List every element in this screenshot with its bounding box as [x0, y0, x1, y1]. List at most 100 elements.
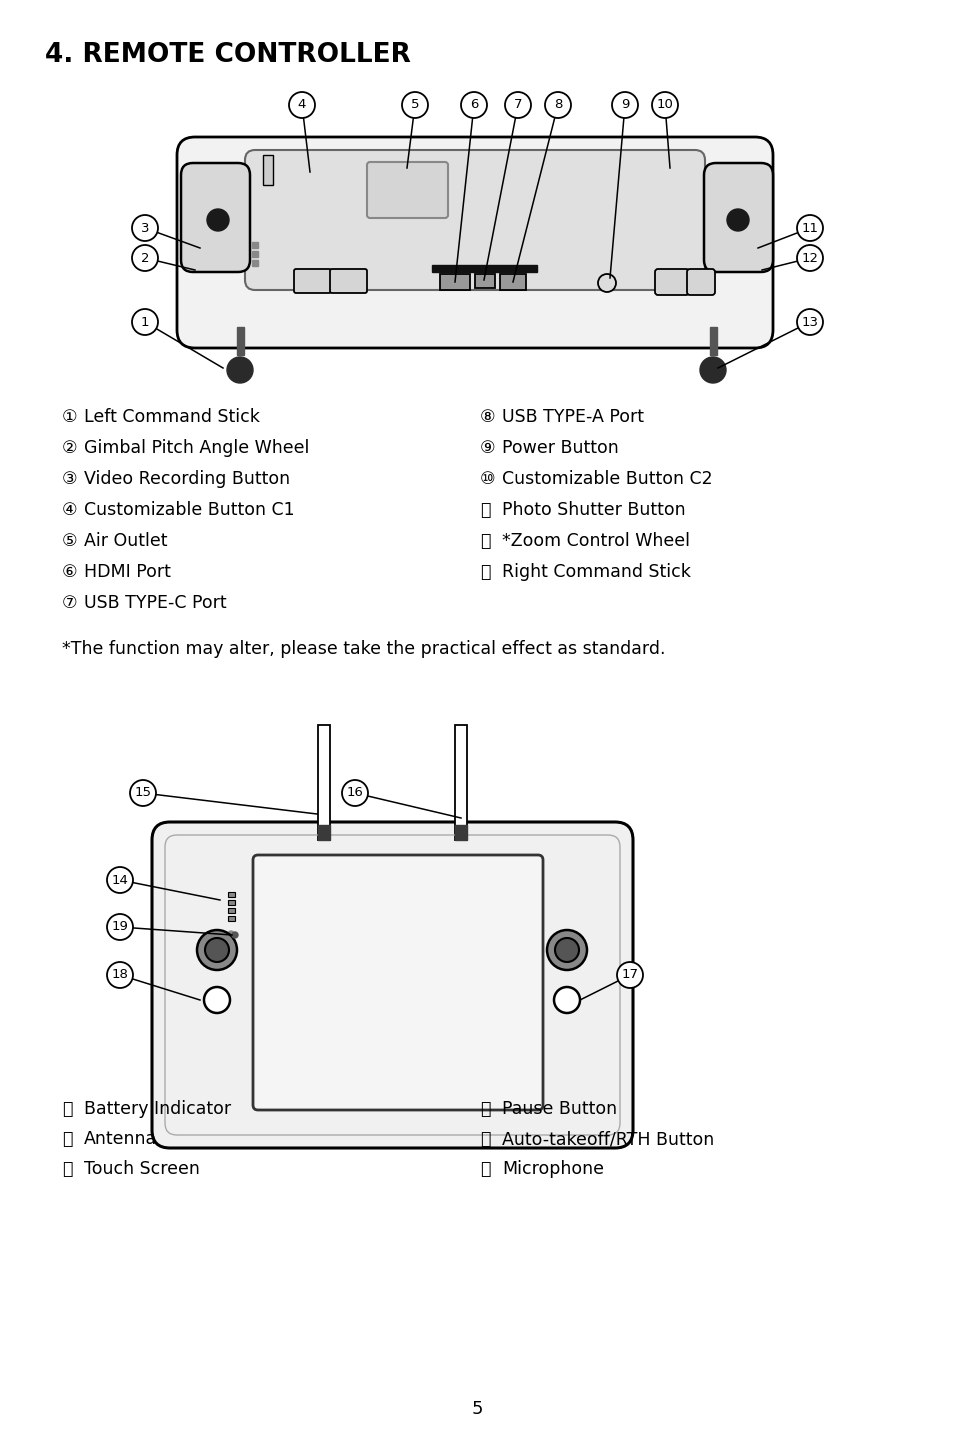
Circle shape [651, 92, 678, 118]
Text: ⑮: ⑮ [62, 1130, 72, 1148]
Text: ③: ③ [62, 470, 77, 487]
Circle shape [401, 92, 428, 118]
Text: ⑧: ⑧ [479, 408, 496, 426]
Text: ⑩: ⑩ [479, 470, 496, 487]
Circle shape [107, 867, 132, 893]
Text: ⑥: ⑥ [62, 564, 77, 581]
Text: 4: 4 [297, 98, 306, 112]
Text: ⑫: ⑫ [479, 532, 490, 549]
Bar [228, 892, 234, 897]
Circle shape [460, 92, 486, 118]
Circle shape [107, 915, 132, 940]
Text: *The function may alter, please take the practical effect as standard.: *The function may alter, please take the… [62, 640, 665, 659]
Circle shape [555, 938, 578, 962]
Text: ④: ④ [62, 500, 77, 519]
Text: 3: 3 [141, 221, 149, 234]
Text: Gimbal Pitch Angle Wheel: Gimbal Pitch Angle Wheel [84, 439, 309, 457]
FancyBboxPatch shape [439, 275, 470, 290]
Bar [228, 907, 234, 913]
FancyBboxPatch shape [253, 856, 542, 1110]
Text: Touch Screen: Touch Screen [84, 1160, 200, 1178]
FancyBboxPatch shape [245, 150, 704, 290]
Bar [252, 252, 257, 257]
Text: ⑨: ⑨ [479, 439, 496, 457]
Text: Power Button: Power Button [501, 439, 618, 457]
Circle shape [228, 930, 233, 938]
Text: Microphone: Microphone [501, 1160, 603, 1178]
Text: ⑭: ⑭ [62, 1100, 72, 1117]
Text: 12: 12 [801, 252, 818, 265]
FancyBboxPatch shape [181, 162, 250, 272]
Text: 7: 7 [514, 98, 521, 112]
Text: Customizable Button C2: Customizable Button C2 [501, 470, 712, 487]
Text: Customizable Button C1: Customizable Button C1 [84, 500, 294, 519]
Circle shape [544, 92, 571, 118]
Text: ⑤: ⑤ [62, 532, 77, 549]
Text: 18: 18 [112, 969, 129, 982]
Text: Antenna: Antenna [84, 1130, 157, 1148]
Text: 5: 5 [471, 1401, 482, 1418]
Text: 14: 14 [112, 873, 129, 886]
Circle shape [796, 216, 822, 242]
Text: 1: 1 [141, 315, 149, 328]
Text: ⑬: ⑬ [479, 564, 490, 581]
Text: ⑦: ⑦ [62, 594, 77, 613]
Text: Video Recording Button: Video Recording Button [84, 470, 290, 487]
FancyBboxPatch shape [367, 162, 448, 219]
Text: 4. REMOTE CONTROLLER: 4. REMOTE CONTROLLER [45, 42, 411, 68]
Text: 17: 17 [620, 969, 638, 982]
Circle shape [546, 930, 586, 971]
Circle shape [196, 930, 236, 971]
Text: 13: 13 [801, 315, 818, 328]
Text: USB TYPE-C Port: USB TYPE-C Port [84, 594, 227, 613]
Text: 19: 19 [112, 920, 129, 933]
Text: Left Command Stick: Left Command Stick [84, 408, 259, 426]
Text: 11: 11 [801, 221, 818, 234]
FancyBboxPatch shape [703, 162, 772, 272]
Text: Auto-takeoff/RTH Button: Auto-takeoff/RTH Button [501, 1130, 714, 1148]
Circle shape [796, 244, 822, 270]
Text: 8: 8 [554, 98, 561, 112]
Bar [455, 725, 467, 840]
Text: 9: 9 [620, 98, 629, 112]
Circle shape [289, 92, 314, 118]
Text: 5: 5 [411, 98, 418, 112]
Text: 6: 6 [469, 98, 477, 112]
Bar [455, 825, 467, 840]
Circle shape [612, 92, 638, 118]
FancyBboxPatch shape [655, 269, 688, 295]
Circle shape [504, 92, 531, 118]
Circle shape [232, 932, 237, 938]
Circle shape [132, 309, 158, 335]
FancyBboxPatch shape [475, 275, 495, 288]
FancyBboxPatch shape [499, 275, 525, 290]
Text: ①: ① [62, 408, 77, 426]
Bar [709, 326, 717, 355]
Circle shape [207, 209, 229, 232]
Text: ⑪: ⑪ [479, 500, 490, 519]
Text: ⑱: ⑱ [479, 1130, 490, 1148]
Circle shape [700, 357, 725, 383]
FancyBboxPatch shape [294, 269, 331, 293]
Circle shape [726, 209, 748, 232]
Text: Pause Button: Pause Button [501, 1100, 617, 1117]
Text: *Zoom Control Wheel: *Zoom Control Wheel [501, 532, 689, 549]
Circle shape [130, 779, 156, 807]
FancyBboxPatch shape [152, 823, 633, 1148]
Circle shape [598, 275, 616, 292]
Circle shape [107, 962, 132, 988]
Bar [228, 916, 234, 920]
Text: ⑰: ⑰ [479, 1100, 490, 1117]
Bar [252, 260, 257, 266]
Bar [432, 265, 537, 272]
Bar [317, 725, 330, 840]
Text: ⑯: ⑯ [62, 1160, 72, 1178]
Bar [228, 900, 234, 905]
Text: Air Outlet: Air Outlet [84, 532, 168, 549]
Text: 16: 16 [346, 787, 363, 800]
Circle shape [617, 962, 642, 988]
Circle shape [227, 357, 253, 383]
Circle shape [132, 244, 158, 270]
Text: HDMI Port: HDMI Port [84, 564, 171, 581]
Text: Photo Shutter Button: Photo Shutter Button [501, 500, 685, 519]
